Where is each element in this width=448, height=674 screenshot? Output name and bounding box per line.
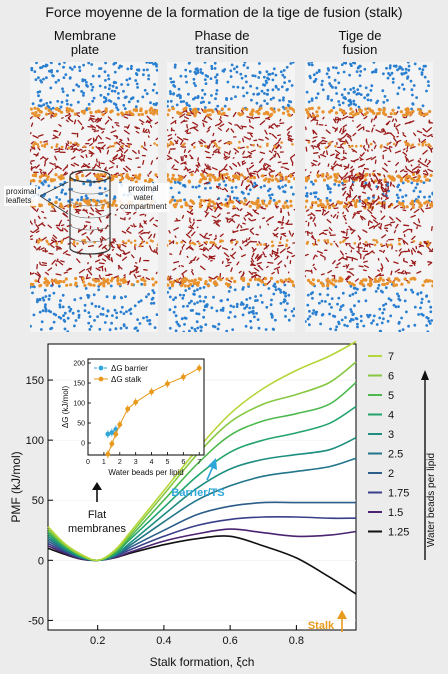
legend-label: 1.25 — [388, 527, 409, 539]
inset-background — [87, 358, 205, 456]
x-axis-label: Stalk formation, ξch — [150, 655, 255, 669]
inset-legend-marker — [98, 376, 104, 382]
legend-label: 4 — [388, 410, 394, 422]
legend-label: 6 — [388, 371, 394, 383]
inset-x-label: Water beads per lipid — [108, 468, 183, 477]
stalk-arrow — [337, 610, 347, 632]
inset-x-tick-label: 2 — [118, 459, 122, 466]
legend-arrow-head — [421, 370, 429, 380]
flat-label-2: membranes — [68, 523, 127, 535]
panel-label-transition: Phase de transition — [167, 29, 277, 57]
water-compartment-label: proximal water compartment — [118, 183, 169, 212]
flat-arrow — [92, 482, 102, 502]
panel-label-flat: Membrane plate — [30, 29, 140, 57]
inset-x-tick-label: 1 — [102, 459, 106, 466]
annotation-line: leaflets — [6, 196, 32, 205]
cylinder-marker — [69, 169, 111, 255]
legend-label: 1.5 — [388, 507, 403, 519]
inset-x-tick-label: 4 — [150, 459, 154, 466]
inset-point — [133, 399, 139, 405]
annotation-line: water — [133, 193, 154, 202]
series-line-6 — [47, 361, 357, 562]
inset-point — [125, 406, 131, 412]
inset-legend-label: ΔG barrier — [111, 364, 148, 373]
leaflets-pointer — [39, 181, 69, 215]
x-tick-label: 0.6 — [223, 635, 238, 647]
series-line-1.5 — [47, 528, 357, 562]
legend-label: 7 — [388, 351, 394, 363]
y-tick-label: 0 — [38, 555, 44, 567]
inset-y-tick-label: 100 — [73, 401, 85, 408]
inset-point — [117, 422, 123, 427]
inset-y-tick-label: 200 — [73, 361, 85, 368]
proximal-leaflets-label: proximal leaflets — [4, 186, 39, 206]
inset-series-line — [107, 367, 200, 455]
inset-y-tick-label: 150 — [73, 381, 85, 388]
legend-label: 2 — [388, 468, 394, 480]
annotation-line: compartment — [120, 202, 167, 211]
inset-point — [196, 365, 202, 371]
y-tick-label: 100 — [26, 435, 44, 447]
annotation-line: proximal — [6, 187, 37, 196]
legend-label: 3 — [388, 429, 394, 441]
y-tick-label: 50 — [32, 495, 44, 507]
barrier-label: Barrier/TS — [171, 487, 224, 499]
panel-label-line: Membrane — [53, 28, 117, 43]
inset-point — [180, 374, 186, 380]
x-tick-label: 0.4 — [156, 635, 171, 647]
series-line-2.5 — [47, 457, 357, 562]
legend-label: 2.5 — [388, 449, 403, 461]
panel-label-line: Phase de — [194, 28, 250, 43]
inset-legend-label: ΔG stalk — [111, 375, 142, 384]
x-tick-label: 0.2 — [90, 635, 105, 647]
stalk-label: Stalk — [308, 620, 335, 632]
inset-x-tick-label: 7 — [197, 459, 201, 466]
inset-point — [113, 431, 119, 437]
inset-x-tick-label: 0 — [86, 459, 90, 466]
page-title: Force moyenne de la formation de la tige… — [45, 4, 403, 20]
inset-point — [105, 431, 111, 437]
series-line-4 — [47, 405, 357, 562]
x-tick-label: 0.8 — [289, 635, 304, 647]
inset-x-tick-label: 5 — [165, 459, 169, 466]
snapshot-stalk — [305, 62, 433, 332]
inset-x-tick-label: 6 — [181, 459, 185, 466]
panel-label-line: fusion — [342, 42, 378, 57]
snapshot-transition — [167, 62, 295, 332]
inset-x-tick-label: 3 — [134, 459, 138, 466]
y-axis-label: PMF (kJ/mol) — [9, 451, 23, 522]
legend-label: 1.75 — [388, 488, 409, 500]
y-tick-label: 150 — [26, 375, 44, 387]
annotation-line: proximal — [128, 184, 159, 193]
legend-title: Water beads per lipid — [426, 453, 437, 547]
inset-y-tick-label: 50 — [77, 421, 85, 428]
inset-y-tick-label: 0 — [81, 441, 85, 448]
panel-label-line: transition — [195, 42, 249, 57]
legend-label: 5 — [388, 390, 394, 402]
y-tick-label: -50 — [28, 615, 44, 627]
inset-point — [109, 441, 115, 447]
inset-y-label: ΔG (kJ/mol) — [61, 386, 70, 429]
inset-point — [149, 389, 154, 395]
inset-point — [165, 381, 170, 387]
series-line-7 — [47, 340, 357, 562]
panel-label-line: Tige de — [338, 28, 382, 43]
inset-legend-marker — [98, 365, 104, 371]
flat-label-1: Flat — [88, 509, 106, 521]
inset-point — [109, 430, 115, 435]
panel-label-stalk: Tige de fusion — [305, 29, 415, 57]
panel-label-line: plate — [70, 42, 100, 57]
barrier-arrow — [206, 458, 217, 481]
inset-point — [105, 451, 111, 457]
